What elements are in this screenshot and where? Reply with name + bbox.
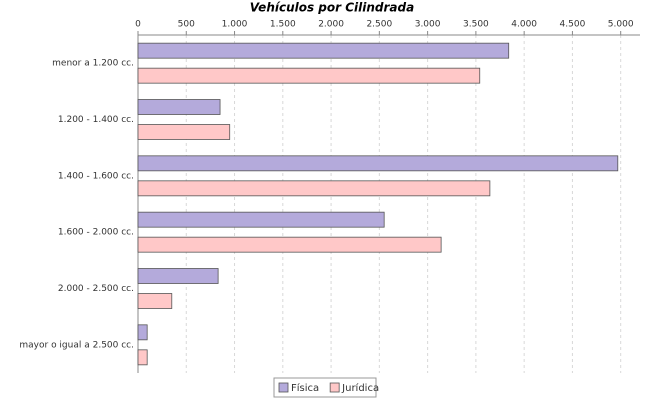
y-tick-label: 1.400 - 1.600 cc. — [58, 171, 134, 181]
x-tick-label: 1.500 — [270, 20, 296, 30]
legend-label: Jurídica — [341, 382, 379, 394]
x-tick-label: 3.500 — [463, 20, 489, 30]
x-tick-label: 3.000 — [415, 20, 441, 30]
bar — [137, 42, 510, 59]
bar — [137, 293, 173, 309]
y-tick-label: 1.200 - 1.400 cc. — [58, 115, 134, 125]
x-tick-label: 500 — [178, 20, 195, 30]
y-tick-label: 1.600 - 2.000 cc. — [58, 228, 134, 238]
legend: Física Jurídica — [273, 377, 379, 398]
bar — [137, 67, 481, 84]
y-tick-label: menor a 1.200 cc. — [52, 59, 134, 69]
bar — [137, 211, 385, 228]
bar — [137, 324, 148, 341]
bar — [137, 349, 148, 366]
bar — [137, 268, 219, 284]
legend-box — [273, 377, 377, 398]
bar — [137, 99, 221, 115]
x-tick-label: 2.000 — [318, 20, 344, 30]
x-tick-label: 4.000 — [511, 20, 537, 30]
x-tick-label: 1.000 — [222, 20, 248, 30]
x-tick-label: 5.000 — [608, 20, 634, 30]
bar — [137, 124, 231, 140]
x-tick-label: 4.500 — [560, 20, 586, 30]
chart-title: Vehículos por Cilindrada — [250, 1, 414, 15]
bar — [137, 155, 619, 172]
legend-label: Física — [291, 382, 319, 394]
y-tick-label: 2.000 - 2.500 cc. — [58, 284, 134, 294]
x-tick-label: 0 — [135, 20, 141, 30]
x-tick-label: 2.500 — [366, 20, 392, 30]
bar — [137, 236, 442, 253]
legend-swatch — [278, 382, 289, 393]
bar — [137, 180, 491, 197]
y-tick-label: mayor o igual a 2.500 cc. — [19, 340, 134, 350]
legend-swatch — [329, 382, 340, 393]
